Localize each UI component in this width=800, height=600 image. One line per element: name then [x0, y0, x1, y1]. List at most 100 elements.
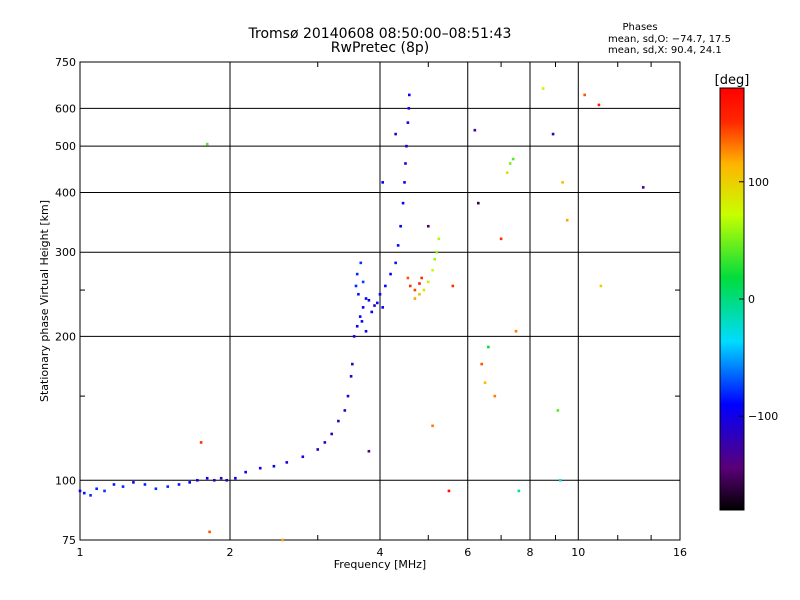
data-point-series0 [358, 315, 362, 318]
data-point-series0 [364, 329, 368, 333]
data-point-series0 [78, 489, 82, 493]
y-tick-label: 100 [55, 474, 76, 487]
data-point-series0 [352, 335, 356, 338]
colorbar-tick-label: −100 [748, 410, 778, 423]
data-point-series0 [364, 297, 368, 300]
data-point-series2 [381, 181, 384, 184]
y-tick-label: 400 [55, 186, 76, 199]
data-point-series0 [407, 107, 411, 110]
y-tick-label: 300 [55, 246, 76, 259]
colorbar-tick-label: 100 [748, 176, 769, 189]
data-point-series0 [381, 306, 384, 309]
data-point-series0 [212, 478, 216, 482]
data-point-series2 [561, 181, 564, 184]
data-point-series0 [219, 476, 223, 480]
data-point-series0 [396, 244, 400, 247]
data-point-series2 [199, 441, 203, 444]
data-point-series0 [359, 261, 363, 265]
data-point-series0 [346, 394, 350, 398]
data-point-series1 [435, 250, 439, 254]
data-point-series0 [95, 487, 98, 491]
x-tick-label: 10 [571, 546, 585, 559]
data-point-series0 [378, 292, 382, 296]
data-point-series0 [357, 292, 360, 296]
data-point-series0 [225, 478, 229, 482]
data-point-series2 [205, 142, 209, 146]
data-point-series0 [343, 409, 347, 412]
data-point-series0 [188, 481, 191, 484]
data-point-series2 [517, 489, 521, 493]
data-point-series0 [89, 494, 92, 497]
y-tick-label: 75 [62, 534, 76, 547]
data-point-series0 [361, 280, 365, 284]
chart-title-line2: RwPretec (8p) [330, 40, 430, 56]
data-point-series0 [408, 93, 411, 97]
data-point-series0 [367, 298, 371, 302]
data-point-series1 [426, 280, 430, 284]
data-point-series0 [375, 301, 379, 305]
data-point-series0 [154, 487, 158, 491]
data-point-series0 [285, 461, 289, 464]
data-point-series0 [316, 448, 320, 451]
data-point-series1 [431, 268, 434, 272]
x-tick-label: 8 [527, 546, 534, 559]
data-point-series0 [132, 481, 135, 484]
y-tick-label: 500 [55, 140, 76, 153]
data-point-series2 [583, 93, 586, 97]
data-point-series2 [541, 87, 545, 90]
data-point-series0 [389, 272, 392, 276]
data-point-series2 [558, 478, 562, 482]
data-point-series1 [413, 297, 417, 300]
data-point-series2 [505, 171, 509, 175]
x-tick-label: 1 [77, 546, 84, 559]
data-point-series2 [483, 381, 487, 385]
data-point-series2 [487, 345, 490, 349]
data-point-series2 [556, 409, 560, 412]
data-point-series0 [272, 464, 276, 468]
data-point-series0 [394, 261, 397, 265]
data-point-series2 [499, 237, 503, 241]
data-point-series0 [349, 375, 353, 378]
data-point-series2 [508, 162, 512, 165]
data-point-series2 [597, 103, 601, 107]
data-point-series0 [103, 489, 106, 493]
y-axis-label: Stationary phase Virtual Height [km] [38, 200, 51, 402]
data-point-series1 [433, 257, 436, 261]
data-point-series2 [599, 284, 603, 288]
x-tick-label: 16 [673, 546, 687, 559]
data-point-series0 [330, 432, 334, 436]
data-point-series2 [451, 284, 455, 288]
data-point-series1 [408, 284, 412, 288]
data-point-series0 [406, 121, 410, 124]
data-point-series0 [112, 483, 116, 486]
x-tick-label: 4 [377, 546, 384, 559]
data-point-series2 [493, 394, 497, 398]
data-point-series0 [166, 485, 170, 488]
data-point-series0 [244, 470, 247, 474]
data-point-series2 [394, 132, 397, 136]
data-point-series0 [196, 478, 199, 482]
data-point-series0 [384, 284, 387, 288]
colorbar-tick-label: 0 [748, 293, 755, 306]
data-point-series1 [437, 237, 441, 241]
data-point-series0 [143, 483, 147, 486]
data-point-series0 [405, 144, 408, 148]
data-point-series1 [406, 276, 410, 280]
data-point-series0 [355, 272, 359, 276]
data-point-series0 [370, 310, 374, 314]
data-point-series0 [351, 362, 354, 366]
data-point-series1 [418, 292, 421, 296]
data-point-series2 [511, 157, 515, 161]
phase-stats-o: mean, sd,O: −74.7, 17.5 [608, 34, 731, 45]
data-point-series1 [418, 282, 421, 285]
x-tick-label: 6 [464, 546, 471, 559]
data-point-series2 [477, 201, 480, 205]
phase-stats-x: mean, sd,X: 90.4, 24.1 [608, 45, 722, 56]
data-point-series0 [337, 419, 340, 423]
data-point-series0 [355, 324, 359, 328]
data-point-series0 [373, 304, 376, 307]
data-point-series0 [399, 224, 402, 228]
phase-stats-title: Phases [622, 22, 658, 33]
data-point-series0 [403, 181, 406, 184]
data-point-series0 [360, 320, 364, 323]
